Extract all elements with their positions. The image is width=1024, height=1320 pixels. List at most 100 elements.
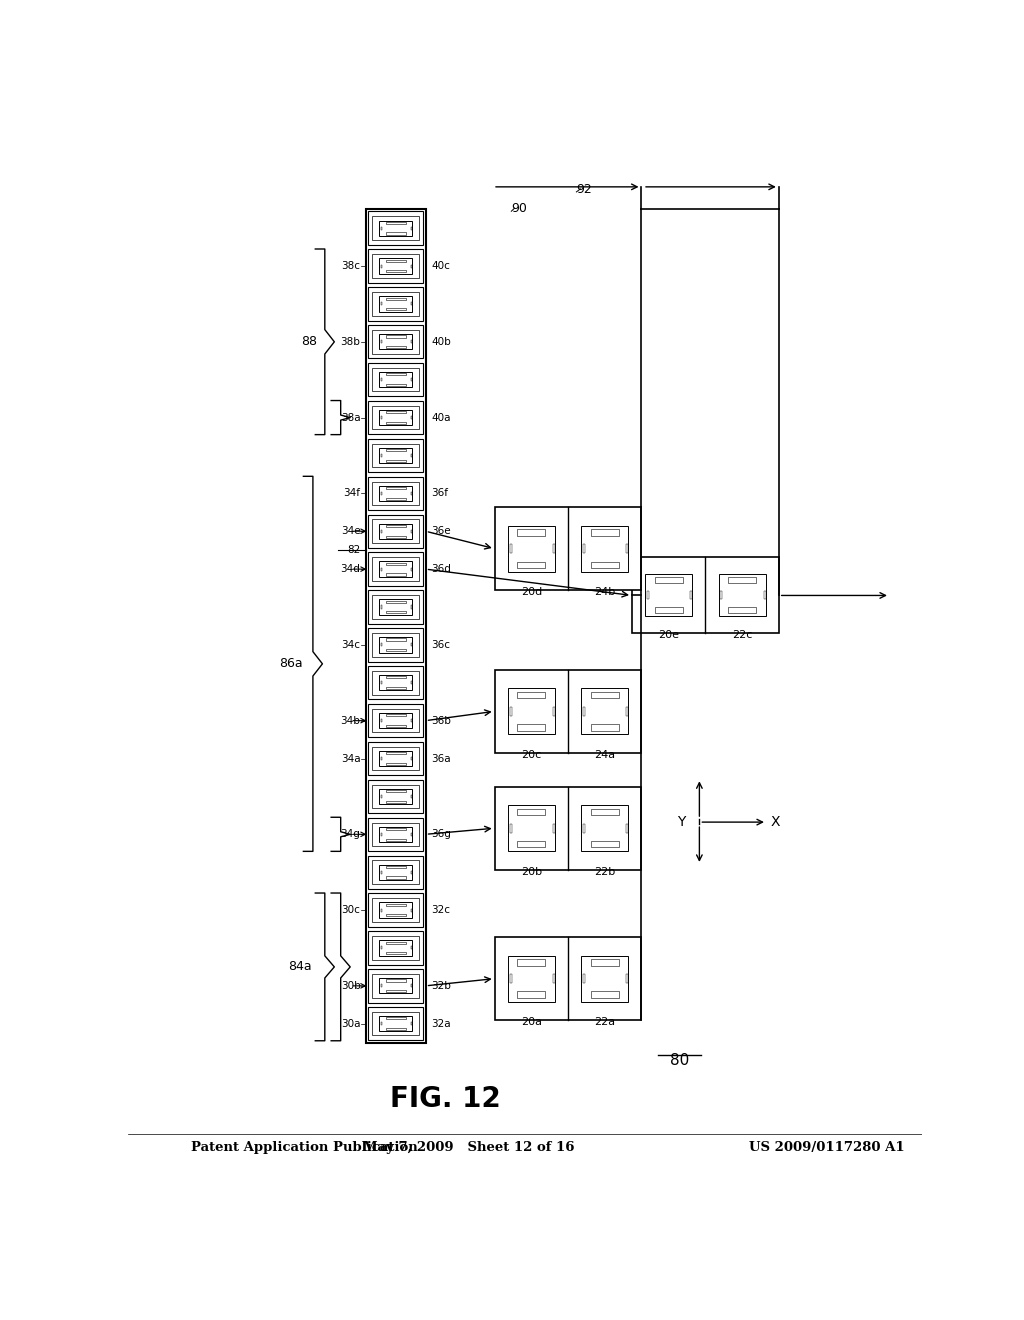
Bar xyxy=(381,264,382,268)
Bar xyxy=(591,692,618,698)
Bar xyxy=(411,756,413,760)
Bar xyxy=(386,536,406,537)
Bar xyxy=(517,725,546,730)
Text: 34d: 34d xyxy=(341,564,360,574)
Bar xyxy=(411,378,413,381)
Bar xyxy=(373,1012,420,1035)
Bar xyxy=(373,784,420,808)
Text: 30a: 30a xyxy=(341,1019,360,1028)
Bar xyxy=(386,801,406,803)
Bar xyxy=(381,1022,382,1026)
Bar xyxy=(386,649,406,651)
Bar xyxy=(728,577,756,583)
Bar xyxy=(411,681,413,684)
Bar xyxy=(495,507,641,590)
Bar xyxy=(386,384,406,387)
Bar xyxy=(373,405,420,429)
Bar xyxy=(381,416,382,420)
Bar xyxy=(583,544,585,553)
Bar xyxy=(411,606,413,609)
Bar xyxy=(386,449,406,451)
Bar xyxy=(517,960,546,966)
Bar xyxy=(379,675,413,690)
Bar xyxy=(719,574,766,616)
Bar xyxy=(369,363,423,396)
Bar xyxy=(627,544,629,553)
Bar xyxy=(381,568,382,570)
Bar xyxy=(591,529,618,536)
Bar xyxy=(373,861,420,884)
Bar xyxy=(386,838,406,841)
Bar xyxy=(386,1028,406,1030)
Bar xyxy=(495,937,641,1020)
Bar xyxy=(764,591,766,599)
Text: 32b: 32b xyxy=(431,981,451,991)
Text: 36f: 36f xyxy=(431,488,449,499)
Text: 20a: 20a xyxy=(521,1018,542,1027)
Bar xyxy=(517,809,546,816)
Bar xyxy=(373,936,420,960)
Bar xyxy=(381,908,382,912)
Bar xyxy=(373,444,420,467)
Bar xyxy=(369,401,423,434)
Bar xyxy=(379,334,413,350)
Bar xyxy=(411,908,413,912)
Bar xyxy=(386,676,406,678)
Bar xyxy=(369,628,423,661)
Bar xyxy=(373,671,420,694)
Bar xyxy=(627,974,629,983)
Text: 36b: 36b xyxy=(431,715,451,726)
Bar xyxy=(386,308,406,310)
Bar xyxy=(411,568,413,570)
Bar xyxy=(591,960,618,966)
Bar xyxy=(369,590,423,623)
Text: 32a: 32a xyxy=(431,1019,451,1028)
Bar xyxy=(373,557,420,581)
Bar xyxy=(379,561,413,577)
Bar xyxy=(591,841,618,847)
Bar xyxy=(367,210,426,1043)
Bar xyxy=(369,515,423,548)
Bar xyxy=(373,330,420,354)
Bar xyxy=(369,780,423,813)
Bar xyxy=(411,264,413,268)
Bar xyxy=(379,751,413,766)
Bar xyxy=(627,824,629,833)
Bar xyxy=(379,486,413,502)
Bar xyxy=(373,974,420,998)
Bar xyxy=(369,325,423,359)
Bar xyxy=(386,752,406,754)
Bar xyxy=(381,756,382,760)
Text: X: X xyxy=(771,816,780,829)
Bar xyxy=(381,833,382,836)
Text: 20e: 20e xyxy=(658,630,679,640)
Bar xyxy=(510,544,512,553)
Bar xyxy=(411,492,413,495)
Bar xyxy=(386,346,406,348)
Bar xyxy=(381,795,382,799)
Bar xyxy=(379,638,413,652)
Bar xyxy=(386,904,406,906)
Bar xyxy=(373,292,420,315)
Bar xyxy=(381,606,382,609)
Text: 24b: 24b xyxy=(594,587,615,598)
Bar xyxy=(373,216,420,240)
Bar xyxy=(381,681,382,684)
Bar xyxy=(553,706,555,715)
Text: 30b: 30b xyxy=(341,981,360,991)
Bar xyxy=(379,447,413,463)
Bar xyxy=(690,591,692,599)
Text: 34b: 34b xyxy=(341,715,360,726)
Bar xyxy=(373,255,420,277)
Text: 24a: 24a xyxy=(594,750,615,760)
Bar xyxy=(373,747,420,771)
Text: 40b: 40b xyxy=(431,337,451,347)
Bar xyxy=(386,941,406,944)
Text: 34a: 34a xyxy=(341,754,360,763)
Bar xyxy=(721,591,722,599)
Bar xyxy=(411,871,413,874)
Bar xyxy=(508,525,555,572)
Bar xyxy=(411,227,413,230)
Bar xyxy=(583,974,585,983)
Text: 84a: 84a xyxy=(289,961,312,973)
